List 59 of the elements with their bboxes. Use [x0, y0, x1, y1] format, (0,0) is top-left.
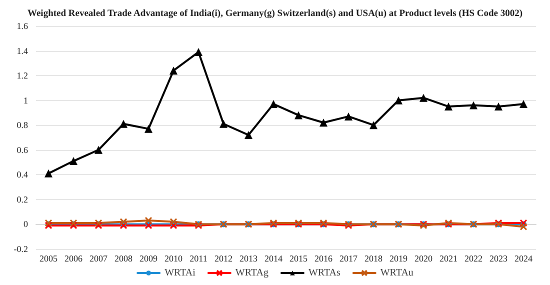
y-tick-label: 0.4 — [16, 170, 28, 180]
point — [344, 112, 352, 120]
x-tick-label: 2023 — [490, 254, 508, 264]
x-tick-label: 2016 — [314, 254, 333, 264]
y-tick-label: 1.2 — [16, 70, 28, 81]
x-tick-label: 2012 — [214, 254, 232, 264]
point — [44, 169, 52, 178]
x-tick-label: 2024 — [514, 254, 533, 264]
point — [520, 100, 528, 108]
x-tick-label: 2008 — [114, 254, 133, 264]
y-tick-label: 1 — [24, 95, 28, 106]
point — [170, 218, 178, 226]
point — [470, 101, 478, 110]
x-tick-label: 2009 — [140, 254, 158, 264]
y-tick-label: 0.8 — [16, 120, 28, 130]
x-tick-label: 2013 — [240, 254, 258, 264]
point — [320, 118, 328, 127]
point — [120, 218, 128, 226]
x-tick-label: 2018 — [364, 254, 383, 264]
y-tick-label: -0.2 — [14, 244, 28, 254]
point — [370, 121, 378, 130]
point — [394, 96, 402, 104]
y-tick-label: 0.2 — [16, 194, 28, 204]
chart-title: Weighted Revealed Trade Advantage of India(i), Germany(g) Switzerland(s) and USA(u) at Product levels (HS Code 3002) — [27, 9, 523, 19]
y-tick-label: 1.6 — [16, 21, 28, 31]
point — [94, 146, 102, 154]
legend-label: WRTAg — [235, 268, 268, 278]
legend-label: WRTAu — [380, 268, 414, 278]
point — [420, 94, 428, 102]
point — [520, 222, 528, 230]
point — [70, 157, 78, 166]
x-tick-label: 2011 — [190, 254, 208, 264]
x-tick-label: 2021 — [440, 254, 458, 264]
point — [444, 102, 452, 111]
x-tick-label: 2022 — [464, 254, 482, 264]
x-tick-label: 2017 — [340, 254, 358, 264]
point — [144, 124, 152, 133]
point — [144, 216, 152, 224]
x-tick-label: 2019 — [390, 254, 408, 264]
point — [194, 48, 202, 56]
point — [120, 120, 128, 128]
legend-label: WRTAs — [308, 268, 340, 278]
point — [270, 100, 278, 108]
point — [244, 131, 252, 140]
x-tick-label: 2015 — [290, 254, 308, 264]
point — [294, 111, 302, 120]
point — [220, 120, 228, 128]
x-tick-label: 2005 — [40, 254, 58, 264]
x-tick-label: 2020 — [414, 254, 433, 264]
x-tick-label: 2014 — [264, 254, 283, 264]
y-tick-label: 0.6 — [16, 144, 28, 155]
x-tick-label: 2006 — [64, 254, 83, 264]
x-tick-label: 2010 — [164, 254, 183, 264]
x-tick-label: 2007 — [90, 254, 108, 264]
point — [494, 102, 502, 111]
y-tick-label: 0 — [24, 219, 28, 230]
point — [170, 66, 178, 75]
legend-label: WRTAi — [164, 268, 196, 278]
y-tick-label: 1.4 — [16, 46, 28, 56]
